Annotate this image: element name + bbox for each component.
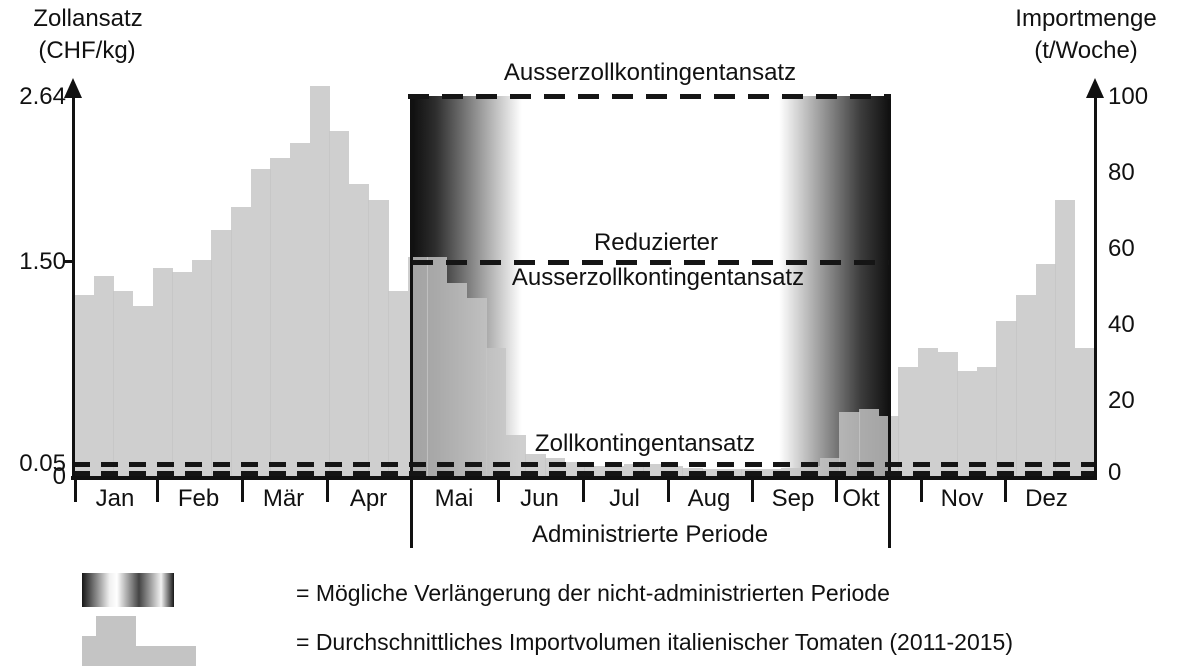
reduced-rate-label-line1: Reduzierter [593,229,719,256]
import-bar-week-40 [839,412,860,477]
import-bar-week-22 [486,347,507,477]
right-tick-80: 80 [1108,159,1135,186]
month-label-Jun: Jun [520,485,559,512]
month-label-Okt: Okt [842,485,880,512]
right-axis-arrow [1086,78,1104,98]
month-label-Dez: Dez [1025,485,1068,512]
right-tick-0: 0 [1108,459,1122,486]
reduced-rate-label-line2: Ausserzollkontingentansatz [511,264,805,291]
import-bar-week-1 [74,294,95,477]
left-axis-arrow [64,78,82,98]
import-bar-week-49 [1016,294,1037,477]
month-label-Nov: Nov [940,485,984,512]
right-tick-40: 40 [1108,311,1135,338]
import-bar-week-7 [191,260,212,477]
right-tick-100: 100 [1108,83,1149,110]
import-bar-week-3 [113,290,134,477]
x-axis-tick [156,478,159,502]
import-bar-week-14 [329,131,350,477]
import-bar-week-13 [309,85,330,477]
legend-label-bars: = Durchschnittliches Importvolumen itali… [296,629,1013,655]
import-bar-week-4 [132,306,153,477]
import-bar-week-17 [388,290,409,477]
import-bar-week-52 [1074,347,1095,477]
right-axis-line [1093,92,1097,478]
x-axis-tick [582,478,585,502]
over-quota-rate-dashed-line [408,94,891,99]
x-axis-tick [835,478,838,502]
import-bar-week-15 [348,184,369,477]
import-bar-week-48 [996,321,1017,477]
import-bar-week-45 [937,351,958,477]
import-bar-week-5 [152,268,173,477]
import-bar-week-43 [898,366,919,477]
left-tick-2.64: 2.64 [19,83,66,110]
month-label-Mai: Mai [434,485,474,512]
over-quota-rate-label: Ausserzollkontingentansatz [503,59,797,86]
import-bar-week-19 [427,256,448,477]
administered-period-label: Administrierte Periode [531,521,769,548]
import-bar-week-11 [270,157,291,477]
right-tick-20: 20 [1108,387,1135,414]
import-bar-week-46 [957,370,978,477]
month-label-Jan: Jan [95,485,135,512]
import-bar-week-12 [289,142,310,477]
quota-rate-label: Zollkontingentansatz [534,430,756,457]
right-axis-title-line2: (t/Woche) [1034,37,1138,64]
x-axis-tick [326,478,329,502]
left-axis-tick-150 [63,260,72,263]
x-axis-tick [1004,478,1007,502]
month-label-Mär: Mär [262,485,305,512]
left-tick-0.05: 0.05 [19,450,66,477]
left-axis-title-line1: Zollansatz [33,5,143,32]
x-axis-tick [667,478,670,502]
import-bar-week-8 [211,230,232,477]
legend-label-gradient: = Mögliche Verlängerung der nicht-admini… [296,580,890,606]
x-axis-tick [241,478,244,502]
x-axis-tick [497,478,500,502]
import-bar-week-2 [93,275,114,477]
left-axis-title-line2: (CHF/kg) [38,37,136,64]
left-axis-line [71,92,75,478]
left-tick-0: 0 [52,463,66,490]
import-bar-week-16 [368,199,389,477]
x-axis-tick [74,478,77,502]
month-label-Jul: Jul [609,485,640,512]
x-axis-tick [751,478,754,502]
import-bar-week-47 [976,366,997,477]
import-bar-week-21 [466,298,487,477]
import-bar-week-50 [1035,264,1056,477]
quota-rate-dashed-line [73,462,1095,467]
import-bar-week-6 [172,271,193,477]
month-label-Aug: Aug [687,485,731,512]
import-bar-week-51 [1055,199,1076,477]
import-bar-week-20 [446,283,467,477]
x-axis-line [71,476,1097,480]
right-tick-60: 60 [1108,235,1135,262]
left-tick-1.50: 1.50 [19,248,66,275]
import-bar-week-44 [917,347,938,477]
month-label-Feb: Feb [177,485,220,512]
reduced-over-quota-rate-dashed-line [412,260,889,265]
x-axis-tick [920,478,923,502]
right-axis-title-line1: Importmenge [1015,5,1157,32]
administered-period-right-edge [888,96,891,548]
import-bar-week-9 [231,207,252,477]
legend-swatch-gradient-band [82,573,174,607]
import-bar-week-10 [250,169,271,477]
month-label-Apr: Apr [349,485,388,512]
administered-period-left-edge [410,96,413,548]
zero-dashed-line [73,471,1095,476]
import-bar-week-41 [859,408,880,477]
month-label-Sep: Sep [771,485,815,512]
